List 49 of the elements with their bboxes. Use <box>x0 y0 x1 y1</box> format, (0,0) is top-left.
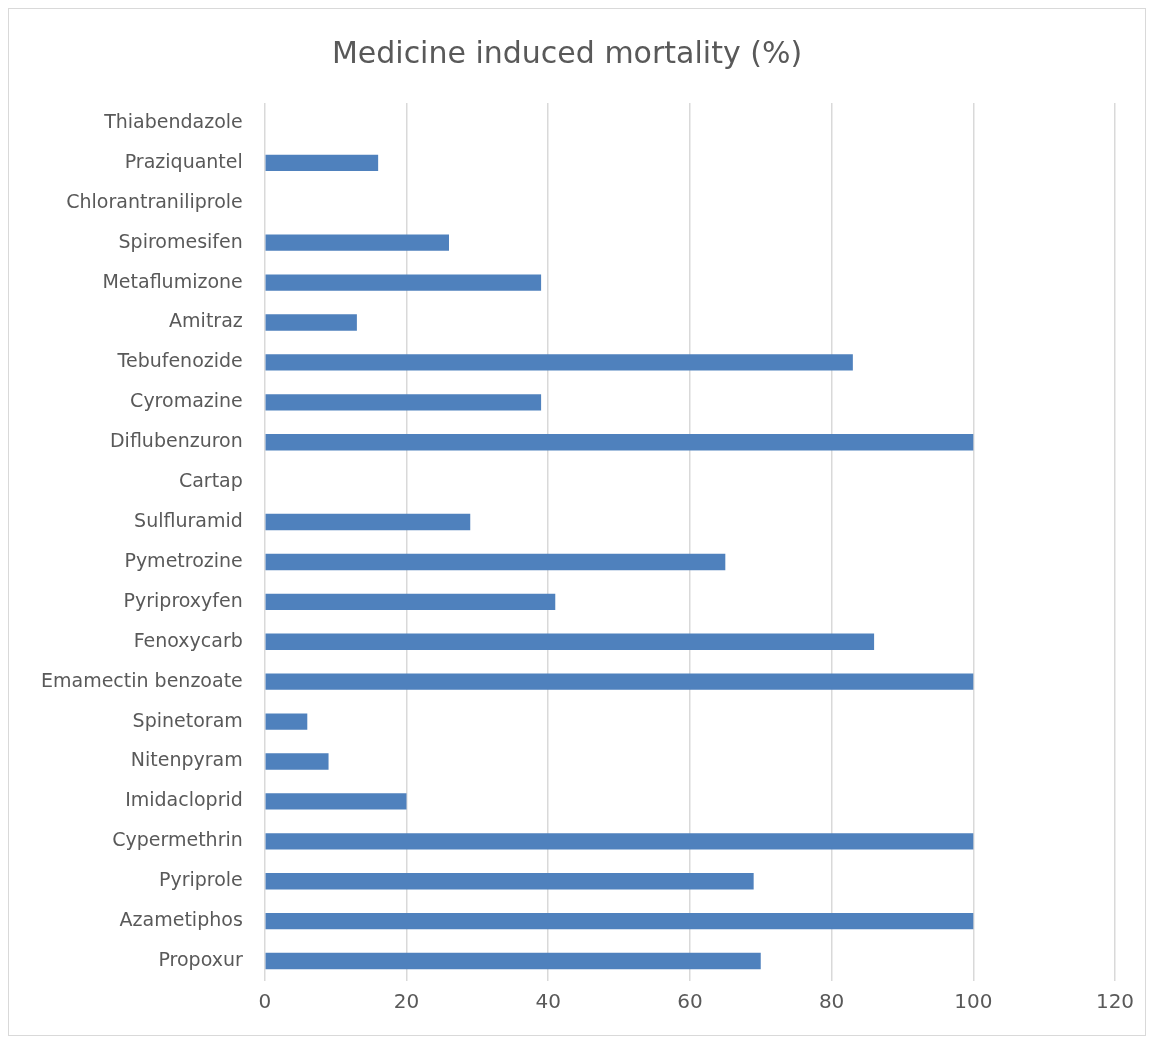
x-tick-label: 40 <box>535 989 561 1014</box>
x-tick-label: 100 <box>954 989 993 1014</box>
y-tick-label: Propoxur <box>158 947 243 970</box>
y-tick-label: Amitraz <box>169 309 243 332</box>
y-tick-label: Spiromesifen <box>118 229 243 252</box>
bar <box>265 274 542 291</box>
y-tick-label: Cartap <box>178 469 243 492</box>
x-tick-label: 80 <box>818 989 845 1014</box>
x-tick-label: 60 <box>677 989 703 1014</box>
y-tick-label: Pymetrozine <box>124 548 243 571</box>
y-tick-label: Fenoxycarb <box>133 628 243 651</box>
x-tick-label: 20 <box>393 989 420 1014</box>
bar <box>265 952 761 970</box>
bar <box>265 833 974 850</box>
y-tick-label: Pyriproxyfen <box>123 588 243 611</box>
bar <box>265 354 853 371</box>
bar <box>265 912 974 930</box>
chart-title: Medicine induced mortality (%) <box>331 34 803 70</box>
y-tick-label: Cypermethrin <box>112 828 243 851</box>
bar <box>265 873 754 890</box>
bar <box>265 593 556 611</box>
bar <box>265 553 726 571</box>
bar <box>265 154 379 172</box>
bar <box>265 513 471 531</box>
y-tick-label: Sulfluramid <box>134 508 243 531</box>
bar <box>265 314 357 331</box>
y-tick-label: Metaflumizone <box>102 269 243 292</box>
y-tick-label: Chlorantraniliprole <box>66 189 243 212</box>
y-tick-label: Pyriprole <box>158 868 243 891</box>
y-tick-label: Cyromazine <box>130 389 243 412</box>
y-tick-label: Diflubenzuron <box>109 429 243 452</box>
y-tick-label: Spinetoram <box>132 708 243 731</box>
bar <box>265 234 449 251</box>
bar <box>265 394 542 411</box>
y-tick-label: Emamectin benzoate <box>40 668 243 691</box>
y-tick-label: Nitenpyram <box>130 748 243 771</box>
bar <box>265 673 974 690</box>
y-tick-label: Azametiphos <box>119 908 243 931</box>
bar <box>265 633 875 650</box>
bar <box>265 753 329 770</box>
x-tick-label: 0 <box>258 989 272 1014</box>
bar <box>265 434 974 451</box>
y-tick-label: Praziquantel <box>124 149 243 172</box>
y-tick-label: Imidacloprid <box>125 788 243 811</box>
x-tick-label: 120 <box>1095 989 1135 1014</box>
bar <box>265 793 407 810</box>
y-tick-label: Thiabendazole <box>103 109 243 132</box>
bar <box>265 713 308 730</box>
y-tick-label: Tebufenozide <box>116 349 243 372</box>
